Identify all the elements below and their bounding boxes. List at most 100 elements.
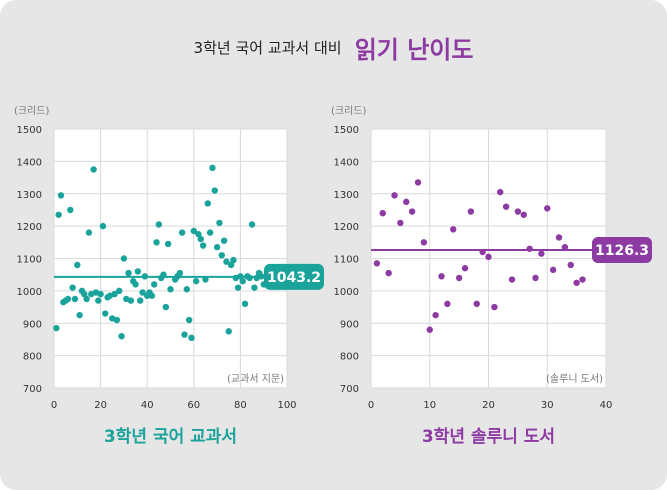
soluni-y-tick-label: 1100	[334, 255, 359, 266]
soluni-x-tick-label: 20	[482, 400, 495, 411]
textbook-y-tick-label: 1100	[17, 255, 42, 266]
textbook-x-tick-label: 60	[187, 400, 200, 411]
textbook-data-point	[53, 324, 60, 332]
soluni-x-tick-label: 40	[600, 400, 613, 411]
soluni-data-point	[385, 269, 392, 277]
soluni-x-tick-label: 0	[368, 400, 374, 411]
textbook-data-point	[218, 252, 225, 259]
soluni-y-tick-label: 1000	[334, 287, 359, 298]
textbook-y-tick-label: 800	[23, 352, 42, 363]
soluni-data-point	[491, 303, 498, 311]
soluni-data-point	[561, 243, 569, 251]
soluni-data-point	[426, 326, 433, 333]
textbook-x-tick-label: 0	[51, 400, 57, 411]
textbook-data-point	[241, 300, 249, 308]
textbook-x-tick-label: 40	[141, 400, 154, 411]
soluni-data-point	[397, 219, 404, 227]
soluni-x-tick-label: 10	[423, 400, 436, 411]
textbook-data-point	[118, 333, 125, 340]
textbook-data-point	[176, 269, 184, 277]
soluni-y-tick-label: 700	[340, 384, 359, 395]
textbook-data-point	[230, 256, 237, 264]
title-prefix: 3학년 국어 교과서 대비	[193, 39, 342, 57]
textbook-data-point	[76, 311, 83, 319]
textbook-data-point	[206, 229, 214, 236]
soluni-data-point	[555, 234, 563, 241]
textbook-data-point	[188, 334, 195, 342]
textbook-data-point	[127, 297, 135, 304]
soluni-unit-label: (크리드)	[331, 105, 367, 117]
soluni-data-point	[497, 188, 504, 196]
textbook-data-point	[190, 227, 197, 235]
soluni-data-point	[526, 245, 533, 252]
soluni-data-point	[508, 276, 516, 283]
textbook-data-point	[120, 255, 128, 262]
soluni-note-label: (솔루니 도서)	[546, 373, 603, 385]
soluni-data-point	[444, 300, 451, 308]
textbook-x-tick-label: 80	[234, 400, 247, 411]
soluni-data-point	[450, 226, 457, 233]
textbook-data-point	[67, 206, 74, 214]
soluni-data-point	[514, 208, 522, 215]
textbook-data-point	[134, 268, 142, 275]
textbook-data-point	[211, 187, 218, 194]
textbook-data-point	[178, 229, 186, 236]
soluni-data-point	[379, 209, 386, 217]
textbook-data-point	[148, 292, 156, 299]
textbook-data-point	[55, 211, 62, 218]
textbook-y-tick-label: 1400	[17, 157, 42, 168]
textbook-data-point	[116, 287, 123, 295]
textbook-data-point	[251, 284, 258, 291]
soluni-data-point	[532, 274, 539, 282]
soluni-y-tick-label: 1200	[334, 222, 359, 233]
textbook-data-point	[216, 219, 223, 227]
textbook-data-point	[225, 328, 232, 335]
textbook-data-point	[213, 243, 221, 251]
textbook-data-point	[83, 295, 90, 303]
soluni-mean-badge	[592, 236, 652, 263]
textbook-data-point	[113, 316, 121, 324]
textbook-data-point	[102, 310, 109, 317]
textbook-data-point	[99, 222, 107, 230]
soluni-y-tick-label: 1400	[334, 157, 359, 168]
textbook-data-point	[204, 200, 211, 207]
textbook-data-point	[185, 316, 193, 324]
textbook-data-point	[209, 164, 216, 172]
textbook-mean-badge	[264, 263, 324, 290]
textbook-data-point	[192, 277, 200, 285]
textbook-unit-label: (크리드)	[14, 105, 50, 117]
textbook-data-point	[132, 281, 139, 288]
textbook-data-point	[137, 297, 144, 304]
textbook-mean-value: 1043.2	[267, 270, 321, 286]
textbook-data-point	[223, 258, 230, 265]
soluni-data-point	[438, 273, 445, 280]
textbook-data-point	[64, 295, 72, 303]
textbook-data-point	[153, 239, 160, 246]
textbook-data-point	[199, 242, 207, 249]
soluni-data-point	[473, 300, 480, 308]
soluni-data-point	[549, 266, 557, 274]
textbook-y-tick-label: 900	[23, 319, 42, 330]
textbook-data-point	[195, 231, 202, 238]
textbook-data-point	[164, 240, 172, 248]
textbook-data-point	[239, 277, 246, 285]
textbook-data-point	[125, 269, 132, 277]
soluni-data-point	[461, 265, 469, 272]
textbook-data-point	[155, 221, 163, 228]
textbook-y-tick-label: 1200	[17, 222, 42, 233]
soluni-x-tick-label: 30	[541, 400, 554, 411]
textbook-chart-title: 3학년 국어 교과서	[104, 427, 237, 447]
textbook-data-point	[97, 290, 104, 298]
soluni-y-tick-label: 1300	[334, 190, 359, 201]
textbook-data-point	[57, 192, 65, 199]
soluni-y-tick-label: 1500	[334, 125, 359, 136]
textbook-data-point	[139, 289, 146, 296]
textbook-x-tick-label: 20	[94, 400, 107, 411]
soluni-chart-title: 3학년 솔루니 도서	[422, 427, 555, 447]
soluni-data-point	[467, 208, 475, 215]
textbook-data-point	[150, 281, 158, 288]
textbook-data-point	[181, 331, 188, 338]
soluni-data-point	[373, 260, 381, 267]
soluni-data-point	[403, 198, 410, 206]
